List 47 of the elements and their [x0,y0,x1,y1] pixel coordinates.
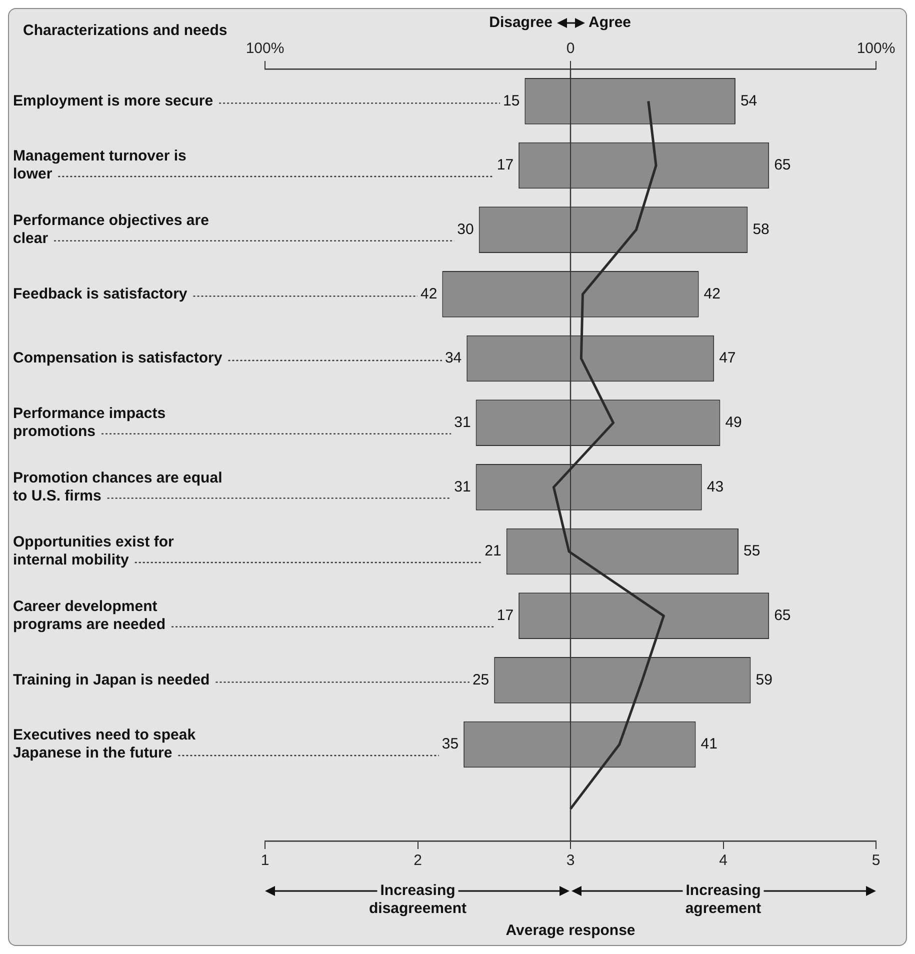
y-tick-label: Compensation is satisfactory [13,350,223,367]
data-label: 43 [706,478,724,496]
data-label: 35 [442,736,459,753]
x2-tick-label: 100% [856,40,896,58]
y-tick-label: Opportunities exist for internal mobility [13,534,174,569]
y-tick-label: Performance impacts promotions [13,404,166,440]
data-label: 17 [496,606,514,624]
y-tick-label: Executives need to speak Japanese in the future [13,726,196,762]
data-label: 59 [756,671,772,688]
x-tick-label: 2 [414,852,422,870]
data-label: 30 [457,220,474,238]
y-tick-label: Training in Japan is needed [13,671,210,688]
y-axis-title: Characterizations and needs [23,22,228,40]
data-label: 65 [774,156,791,174]
data-label: 31 [454,414,471,431]
y-tick-label: Management turnover is lower [13,148,186,183]
y-tick-label: Promotion chances are equal to U.S. firms [13,469,222,504]
text: Increasing agreement [685,882,762,918]
data-label: 58 [752,220,770,238]
data-label: 54 [740,92,758,110]
text: Increasing disagreement [368,882,467,918]
data-label: 42 [704,285,720,302]
x-tick-label: 3 [566,852,575,870]
data-label: 49 [725,414,742,431]
data-label: 34 [444,350,462,367]
data-label: 42 [420,285,438,302]
data-label: 31 [454,478,471,496]
y-tick-label: Feedback is satisfactory [13,285,188,302]
data-label: 55 [744,542,760,560]
data-label: 41 [700,736,718,753]
data-label: 15 [502,92,520,110]
data-label: 25 [472,671,490,688]
data-label: 47 [719,350,736,367]
x-tick-label: 1 [260,852,270,870]
text: Agree [588,14,632,32]
data-label: 17 [496,156,514,174]
x-axis-title: Average response [506,922,636,940]
data-label: 65 [774,606,791,624]
x2-tick-label: 100% [246,40,284,58]
x2-tick-label: 0 [566,40,575,58]
x-tick-label: 5 [872,852,880,870]
y-tick-label: Employment is more secure [13,92,214,110]
text: Disagree [489,14,552,32]
y-tick-label: Performance objectives are clear [13,212,209,247]
y-tick-label: Career development programs are needed [13,598,166,633]
data-label: 21 [484,542,502,560]
x-tick-label: 4 [719,852,728,870]
